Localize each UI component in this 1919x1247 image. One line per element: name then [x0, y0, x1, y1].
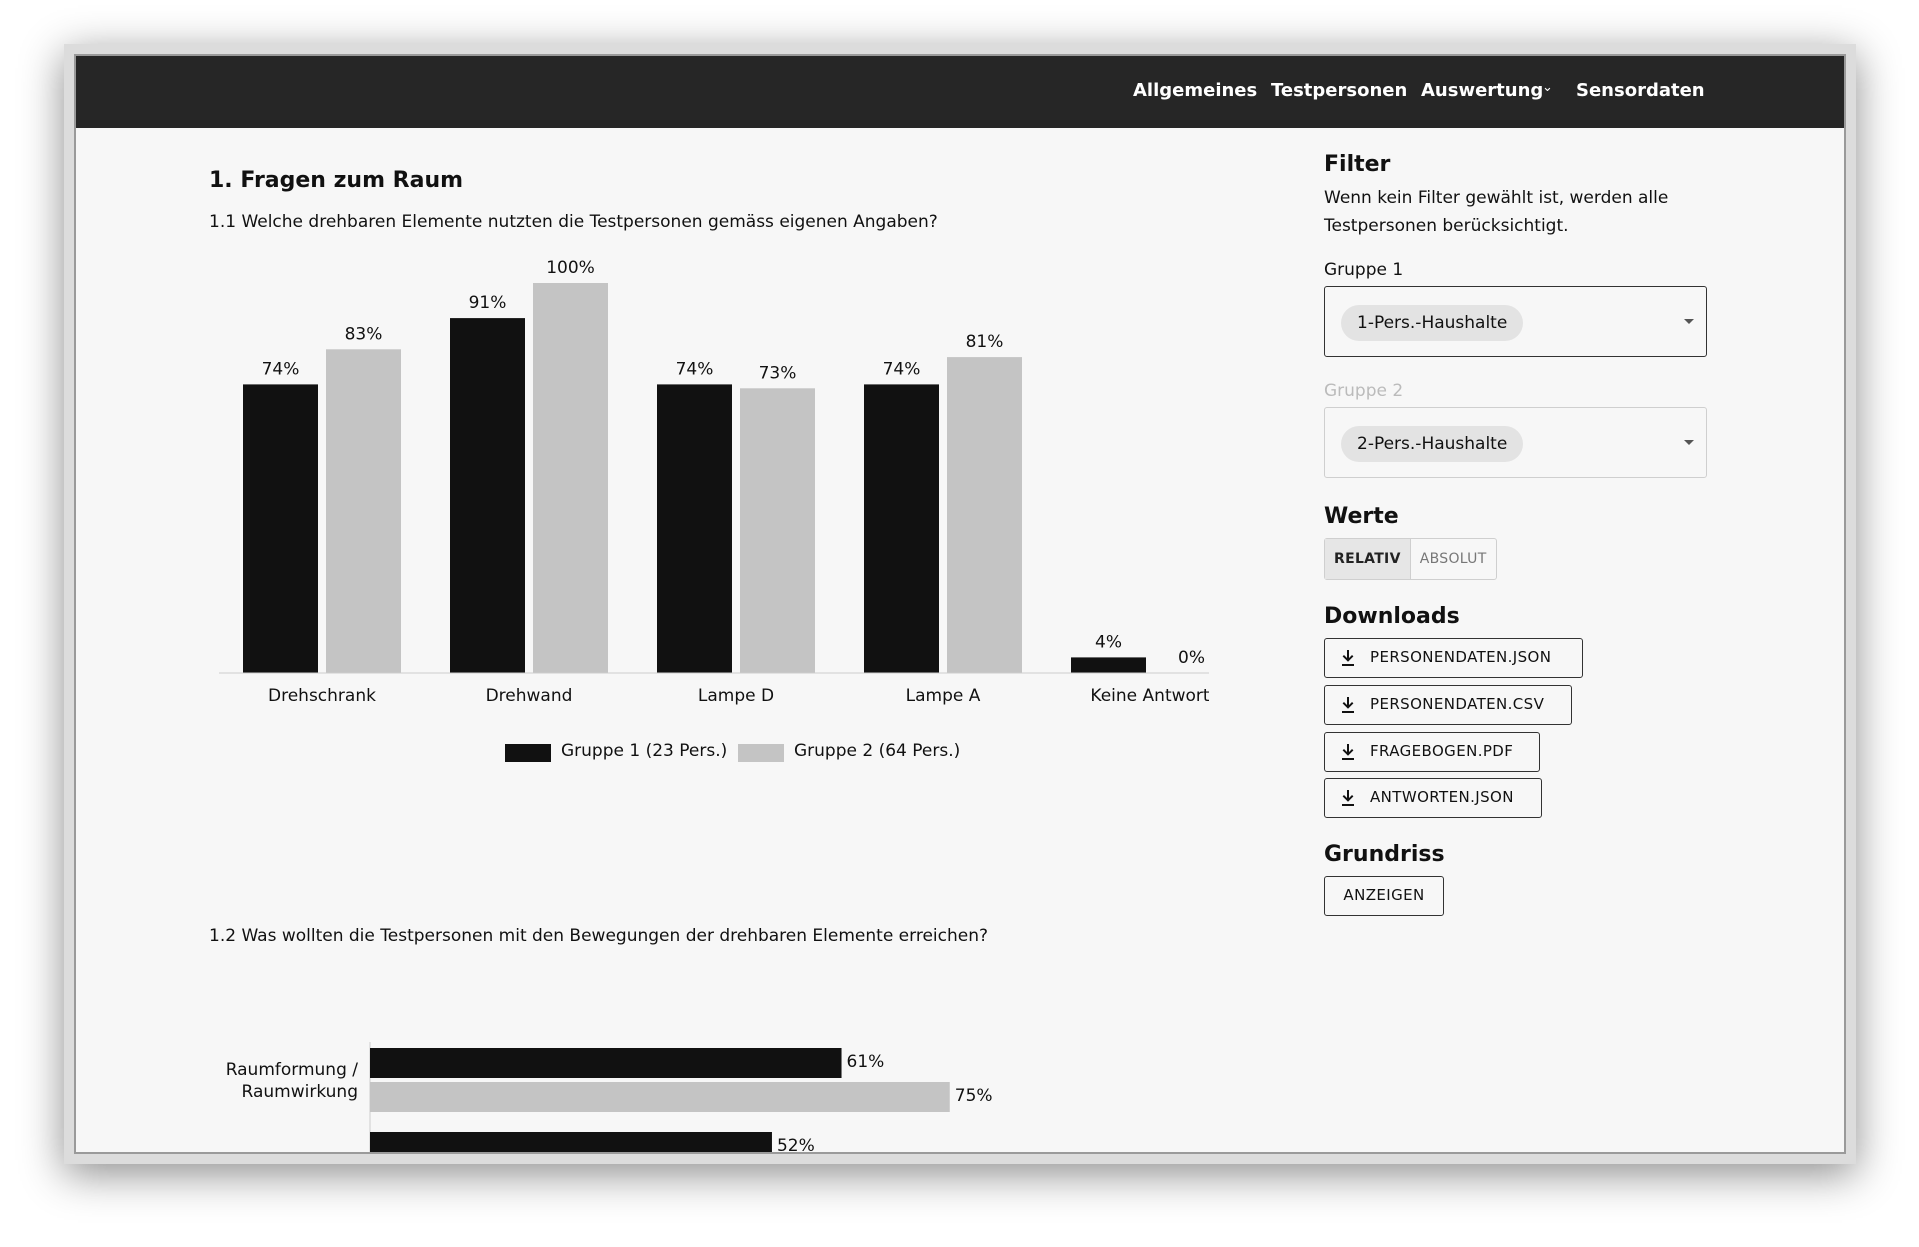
bar-lampe-d-group1 — [657, 384, 732, 673]
bar-lampe-d-group2 — [740, 388, 815, 673]
download-label: FRAGEBOGEN.PDF — [1370, 742, 1514, 760]
bar-raumformung-raumwirkung-group1 — [370, 1048, 842, 1078]
data-label: 83% — [345, 324, 383, 344]
data-label: 74% — [262, 359, 300, 379]
chart-elements-used: 74% 83% Drehschrank 91% 100% Drehwand 74% 73% La… — [219, 258, 1209, 706]
question-2-title: 1.2 Was wollten die Testpersonen mit den… — [209, 926, 989, 946]
data-label: 52% — [777, 1136, 815, 1152]
filter-description: Wenn kein Filter gewählt ist, werden all… — [1324, 188, 1669, 236]
chevron-down-icon[interactable]: ⌄ — [1542, 80, 1553, 95]
values-toggle: RELATIV ABSOLUT — [1324, 538, 1497, 580]
nav-item-sensordaten[interactable]: Sensordaten — [1576, 80, 1705, 101]
legend-swatch-group2 — [738, 744, 784, 762]
bar-keine-antwort-group1 — [1071, 657, 1146, 673]
anzeigen-label: ANZEIGEN — [1343, 886, 1425, 904]
group2-selected-chip[interactable]: 2-Pers.-Haushalte — [1341, 426, 1524, 462]
data-label: 4% — [1095, 632, 1122, 652]
download-icon — [1342, 650, 1354, 666]
bar-drehschrank-group1 — [243, 384, 318, 673]
tick-label-raumformung-raumwirkung: Raumwirkung — [242, 1082, 358, 1102]
chart-goals: 61%75%Raumformung /Raumwirkung52%45%Lich… — [226, 1042, 993, 1152]
bar-drehschrank-group2 — [326, 349, 401, 673]
legend-swatch-group1 — [505, 744, 551, 762]
download-personendaten-json-button[interactable]: PERSONENDATEN.JSON — [1324, 638, 1583, 678]
nav-item-testpersonen[interactable]: Testpersonen — [1271, 80, 1408, 101]
data-label: 91% — [469, 293, 507, 313]
tick-label-raumformung-raumwirkung: Raumformung / — [226, 1060, 359, 1080]
bar-drehwand-group1 — [450, 318, 525, 673]
values-title: Werte — [1324, 504, 1399, 529]
dropdown-caret-icon[interactable] — [1684, 440, 1694, 445]
question-1-title: 1.1 Welche drehbaren Elemente nutzten di… — [209, 212, 938, 232]
tick-label-drehwand: Drehwand — [486, 686, 573, 706]
bar-drehwand-group2 — [533, 283, 608, 673]
toggle-relativ[interactable]: RELATIV — [1325, 539, 1411, 579]
download-label: PERSONENDATEN.CSV — [1370, 695, 1545, 713]
tick-label-lampe-a: Lampe A — [906, 686, 981, 706]
nav-item-auswertung[interactable]: Auswertung — [1421, 80, 1544, 101]
data-label: 73% — [759, 363, 797, 383]
dropdown-caret-icon[interactable] — [1684, 319, 1694, 324]
tick-label-drehschrank: Drehschrank — [268, 686, 376, 706]
bar-lichtverh-ltnisse-group1 — [370, 1132, 772, 1152]
tick-label-keine-antwort: Keine Antwort — [1090, 686, 1209, 706]
legend-label-group1: Gruppe 1 (23 Pers.) — [561, 741, 728, 761]
section-title: 1. Fragen zum Raum — [209, 168, 464, 193]
data-label: 100% — [546, 258, 595, 278]
top-navigation-bar: Allgemeines Testpersonen Auswertung ⌄ Se… — [76, 56, 1844, 128]
downloads-title: Downloads — [1324, 604, 1460, 629]
anzeigen-button[interactable]: ANZEIGEN — [1324, 876, 1444, 916]
download-label: ANTWORTEN.JSON — [1370, 788, 1514, 806]
bar-lampe-a-group2 — [947, 357, 1022, 673]
group1-select[interactable]: 1-Pers.-Haushalte — [1324, 286, 1707, 357]
download-label: PERSONENDATEN.JSON — [1370, 648, 1552, 666]
group1-label: Gruppe 1 — [1324, 260, 1404, 280]
data-label: 74% — [883, 359, 921, 379]
data-label: 61% — [847, 1052, 885, 1072]
legend-label-group2: Gruppe 2 (64 Pers.) — [794, 741, 961, 761]
filter-title: Filter — [1324, 152, 1391, 177]
app-window: Allgemeines Testpersonen Auswertung ⌄ Se… — [76, 56, 1844, 1152]
tick-label-lampe-d: Lampe D — [698, 686, 774, 706]
download-icon — [1342, 744, 1354, 760]
download-icon — [1342, 790, 1354, 806]
data-label: 75% — [955, 1086, 993, 1106]
grundriss-title: Grundriss — [1324, 842, 1445, 867]
data-label: 81% — [966, 332, 1004, 352]
download-antworten-json-button[interactable]: ANTWORTEN.JSON — [1324, 778, 1542, 818]
download-personendaten-csv-button[interactable]: PERSONENDATEN.CSV — [1324, 685, 1572, 725]
data-label: 0% — [1178, 648, 1205, 668]
data-label: 74% — [676, 359, 714, 379]
group1-selected-chip[interactable]: 1-Pers.-Haushalte — [1341, 305, 1524, 341]
group2-label: Gruppe 2 — [1324, 381, 1404, 401]
group2-select[interactable]: 2-Pers.-Haushalte — [1324, 407, 1707, 478]
bar-raumformung-raumwirkung-group2 — [370, 1082, 950, 1112]
download-fragebogen-pdf-button[interactable]: FRAGEBOGEN.PDF — [1324, 732, 1540, 772]
toggle-absolut[interactable]: ABSOLUT — [1419, 551, 1487, 567]
bar-lampe-a-group1 — [864, 384, 939, 673]
download-icon — [1342, 697, 1354, 713]
nav-item-allgemeines[interactable]: Allgemeines — [1133, 80, 1258, 101]
